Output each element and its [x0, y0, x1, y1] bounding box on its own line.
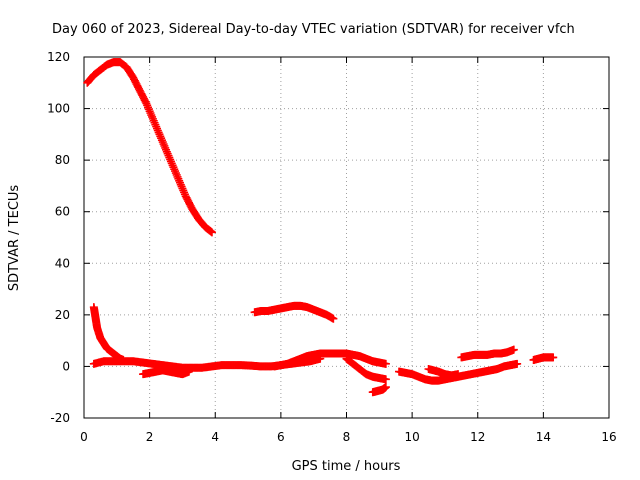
data-point-trail	[141, 97, 150, 106]
x-tick-label: 2	[146, 430, 154, 444]
x-tick-label: 0	[80, 430, 88, 444]
series-arc-10	[424, 365, 463, 380]
series-arc-3	[89, 354, 325, 372]
series-arc-7	[342, 354, 390, 384]
data-point	[381, 383, 390, 392]
series-arc-4	[139, 366, 193, 379]
y-tick-labels: -20 0 20 40 60 80 100 120	[47, 50, 70, 425]
grid	[84, 57, 609, 418]
data-point	[329, 314, 338, 323]
series-arc-6	[270, 349, 390, 371]
x-axis-label: GPS time / hours	[292, 459, 401, 474]
x-tick-label: 8	[343, 430, 351, 444]
data-point	[549, 353, 558, 362]
y-tick-label: 80	[55, 153, 70, 167]
x-tick-label: 6	[277, 430, 285, 444]
axis-ticks	[83, 56, 610, 419]
y-tick-label: 60	[55, 205, 70, 219]
data-points	[83, 58, 558, 397]
x-tick-label: 14	[536, 430, 551, 444]
series-arc-8	[368, 383, 390, 397]
y-tick-label: -20	[50, 411, 70, 425]
y-tick-label: 120	[47, 50, 70, 64]
x-tick-label: 4	[211, 430, 219, 444]
series-arc-5	[250, 301, 338, 323]
chart-title: Day 060 of 2023, Sidereal Day-to-day VTE…	[52, 22, 575, 37]
y-tick-label: 20	[55, 308, 70, 322]
x-tick-labels: 0 2 4 6 8 10 12 14 16	[80, 430, 616, 444]
data-point	[509, 345, 518, 354]
data-point	[207, 228, 216, 237]
data-point	[513, 359, 522, 368]
data-point	[454, 370, 463, 379]
data-point	[381, 375, 390, 384]
y-tick-label: 0	[62, 359, 70, 373]
x-tick-label: 12	[470, 430, 485, 444]
data-point	[185, 367, 193, 376]
y-axis-label: SDTVAR / TECUs	[7, 185, 22, 292]
series-arc-12	[529, 353, 558, 364]
data-point	[381, 359, 390, 368]
series-arc-11	[457, 345, 518, 362]
series-arc-1	[83, 58, 216, 237]
x-tick-label: 10	[404, 430, 419, 444]
series-arc-2	[89, 303, 128, 364]
y-tick-label: 100	[47, 102, 70, 116]
y-tick-label: 40	[55, 256, 70, 270]
x-tick-label: 16	[601, 430, 616, 444]
